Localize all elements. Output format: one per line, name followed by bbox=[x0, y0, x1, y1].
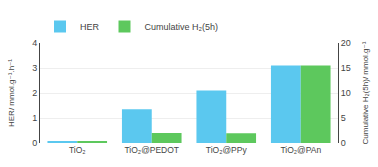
svg-text:TiO₂@PEDOT: TiO₂@PEDOT bbox=[124, 145, 179, 155]
svg-text:2: 2 bbox=[32, 88, 37, 98]
svg-text:5: 5 bbox=[341, 113, 346, 123]
svg-text:HER/ mmol.g⁻¹.h⁻¹: HER/ mmol.g⁻¹.h⁻¹ bbox=[7, 59, 16, 127]
svg-text:1: 1 bbox=[32, 113, 37, 123]
svg-text:0: 0 bbox=[341, 138, 346, 148]
svg-text:HER: HER bbox=[80, 22, 100, 32]
svg-text:20: 20 bbox=[341, 38, 351, 48]
svg-text:15: 15 bbox=[341, 63, 351, 73]
svg-text:TiO₂@PPy: TiO₂@PPy bbox=[206, 145, 248, 155]
svg-text:10: 10 bbox=[341, 88, 351, 98]
svg-text:Cumulative H₂(5h)/ mmol.g⁻¹: Cumulative H₂(5h)/ mmol.g⁻¹ bbox=[361, 41, 370, 144]
svg-text:3: 3 bbox=[32, 63, 37, 73]
svg-text:0: 0 bbox=[32, 138, 37, 148]
svg-text:TiO₂@PAn: TiO₂@PAn bbox=[280, 145, 321, 155]
svg-text:Cumulative H₂(5h): Cumulative H₂(5h) bbox=[145, 22, 219, 32]
svg-text:4: 4 bbox=[32, 38, 37, 48]
svg-text:TiO₂: TiO₂ bbox=[69, 145, 86, 155]
